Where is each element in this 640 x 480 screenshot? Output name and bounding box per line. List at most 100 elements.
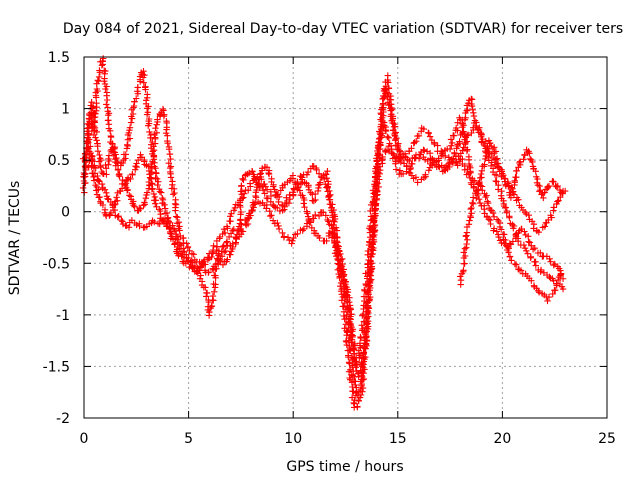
data-point-track-A	[506, 253, 514, 260]
data-point-track-B	[399, 170, 407, 177]
data-point-track-A	[545, 293, 553, 301]
x-tick-label: 5	[184, 431, 193, 447]
data-point-track-E	[115, 171, 123, 179]
data-point-track-A	[203, 293, 210, 300]
data-point-track-B	[275, 225, 283, 233]
data-point-track-A	[385, 79, 392, 86]
data-point-track-B	[546, 255, 553, 262]
data-point-track-D	[467, 212, 474, 220]
data-point-track-E	[142, 195, 149, 202]
data-point-track-A	[413, 138, 420, 145]
data-point-track-C	[122, 177, 130, 185]
data-point-track-E	[90, 109, 98, 117]
data-point-track-A	[197, 272, 204, 279]
data-point-track-E	[170, 191, 177, 198]
data-point-track-C	[90, 173, 97, 181]
data-point-track-C	[550, 204, 558, 211]
data-point-track-C	[554, 198, 561, 205]
data-point-track-D	[554, 182, 561, 190]
data-point-track-A	[446, 145, 454, 153]
data-point-track-E	[460, 128, 467, 135]
data-point-track-B	[224, 256, 231, 263]
data-point-track-A	[103, 101, 110, 108]
data-point-track-E	[198, 260, 205, 267]
data-point-track-A	[154, 181, 161, 189]
data-point-track-B	[362, 280, 369, 288]
data-point-track-A	[482, 193, 489, 201]
data-point-track-B	[525, 238, 532, 245]
y-tick-label: 1.5	[48, 50, 70, 66]
data-point-track-E	[173, 213, 180, 220]
data-point-track-E	[295, 181, 302, 188]
data-point-track-D	[464, 236, 471, 243]
y-tick-label: -2	[56, 411, 70, 427]
data-point-track-B	[310, 215, 317, 222]
data-point-track-D	[493, 155, 501, 162]
data-point-track-C	[459, 147, 466, 154]
data-point-track-A	[155, 178, 162, 185]
data-point-track-C	[231, 204, 239, 212]
data-point-track-C	[289, 175, 297, 182]
data-point-track-A	[450, 132, 457, 139]
data-point-track-A	[554, 276, 562, 284]
data-point-track-E	[83, 138, 90, 145]
data-point-track-C	[412, 174, 420, 181]
data-point-track-B	[357, 333, 364, 341]
data-point-track-A	[535, 287, 542, 294]
data-point-track-B	[133, 221, 140, 229]
data-point-track-D	[461, 260, 468, 267]
data-point-track-E	[167, 163, 175, 170]
x-axis-tick-labels: 0 5 10 15 20 25	[80, 431, 616, 447]
data-point-track-B	[358, 322, 365, 329]
data-point-track-B	[243, 216, 250, 224]
data-point-track-D	[516, 158, 524, 165]
data-point-track-C	[301, 204, 308, 211]
data-point-track-E	[165, 160, 172, 167]
data-point-track-A	[107, 133, 115, 141]
data-point-track-E	[506, 214, 513, 221]
data-point-track-A	[161, 201, 168, 208]
data-point-track-C	[221, 229, 229, 237]
data-point-track-E	[276, 207, 284, 215]
data-point-track-A	[270, 183, 277, 190]
data-point-track-A	[355, 397, 362, 405]
data-point-track-A	[146, 128, 153, 136]
data-point-track-B	[364, 247, 372, 255]
data-point-track-E	[421, 147, 428, 154]
y-tick-label: -0.5	[43, 256, 70, 272]
data-point-track-E	[409, 155, 416, 162]
data-point-track-E	[354, 391, 362, 399]
data-point-track-D	[460, 267, 467, 274]
data-point-track-B	[229, 243, 236, 251]
data-point-track-E	[375, 146, 383, 153]
data-point-track-D	[460, 249, 467, 256]
data-point-track-C	[464, 131, 472, 138]
data-point-track-E	[96, 151, 103, 159]
data-point-track-A	[453, 124, 460, 132]
data-point-track-A	[517, 267, 525, 274]
data-point-track-E	[146, 181, 153, 189]
data-point-track-E	[379, 101, 386, 108]
data-point-track-E	[84, 145, 91, 153]
y-axis-tick-labels: -2 -1.5 -1 -0.5 0 0.5 1 1.5	[43, 50, 70, 427]
data-point-track-E	[373, 179, 380, 186]
data-point-track-D	[463, 229, 471, 236]
data-point-track-C	[87, 149, 94, 157]
data-point-track-E	[152, 134, 159, 141]
data-point-track-E	[340, 290, 347, 298]
data-point-track-C	[133, 160, 140, 167]
data-point-track-C	[150, 190, 157, 198]
data-point-track-C	[390, 151, 398, 159]
data-point-track-B	[103, 189, 110, 196]
data-point-track-A	[385, 84, 392, 92]
data-point-track-B	[392, 166, 400, 173]
data-point-track-E	[298, 176, 306, 183]
data-point-track-A	[145, 122, 152, 129]
data-point-track-E	[341, 288, 348, 295]
data-point-track-E	[364, 320, 371, 327]
data-point-track-E	[212, 261, 219, 268]
data-point-track-E	[343, 311, 350, 319]
data-point-track-C	[220, 226, 228, 233]
data-point-track-D	[466, 217, 473, 224]
data-point-track-E	[348, 354, 356, 361]
